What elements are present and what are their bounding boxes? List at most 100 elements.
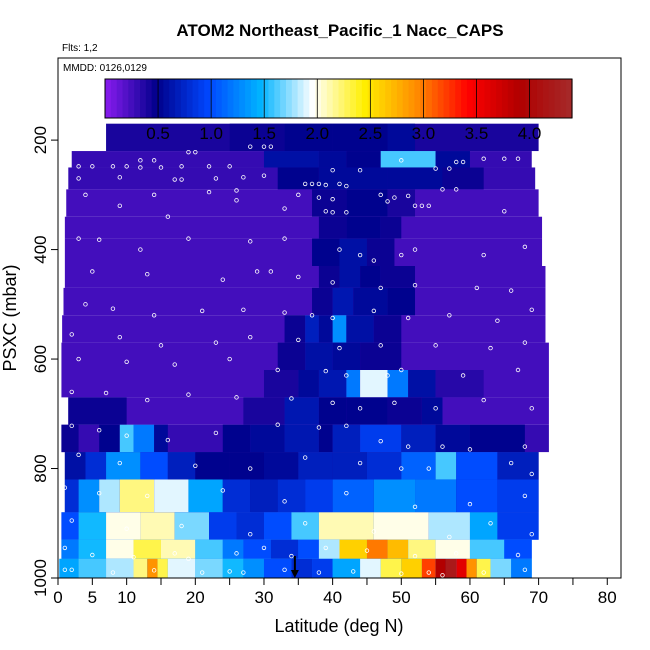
colorbar-swatch	[320, 79, 328, 118]
heatmap-cell-12-1	[99, 424, 120, 453]
sample-point	[220, 277, 225, 282]
y-tick-label: 1000	[31, 559, 50, 597]
colorbar-swatch	[134, 79, 141, 118]
heatmap-cell-17-3	[133, 558, 148, 578]
heatmap-cell-9-2	[332, 342, 361, 370]
heatmap-cell-1-1	[318, 151, 347, 168]
sample-point	[399, 252, 404, 258]
colorbar-swatch	[116, 79, 124, 118]
heatmap-cell-17-21	[466, 558, 477, 578]
chart-title: ATOM2 Northeast_Pacific_1 Nacc_CAPS	[176, 21, 503, 40]
colorbar-swatch	[128, 79, 135, 118]
sample-point	[344, 490, 349, 496]
colorbar-swatch	[291, 79, 299, 118]
sample-point	[96, 237, 102, 242]
heatmap-cell-13-6	[229, 452, 264, 480]
sample-point	[440, 187, 445, 192]
heatmap-cell-13-7	[263, 452, 299, 480]
colorbar-swatch	[478, 79, 486, 118]
colorbar-swatch	[332, 79, 340, 118]
sample-point	[234, 188, 239, 193]
sample-point	[193, 149, 198, 155]
sample-point	[199, 570, 205, 575]
sample-point	[467, 447, 473, 452]
sample-point	[454, 187, 459, 192]
heatmap-cell-3-2	[387, 189, 416, 217]
heatmap-cell-10-6	[408, 370, 436, 398]
x-tick-label: 10	[117, 588, 136, 607]
heatmap-cell-17-16	[401, 558, 422, 578]
sample-point	[481, 156, 486, 161]
heatmap-cell-6-0	[318, 266, 340, 288]
sample-point	[76, 164, 81, 169]
heatmap-cell-13-13	[456, 452, 498, 480]
colorbar-swatch	[513, 79, 521, 118]
heatmap-cell-15-2	[106, 512, 141, 540]
colorbar-swatch	[180, 79, 188, 118]
colorbar-swatch	[157, 79, 164, 118]
heatmap-cell-4-1	[346, 216, 381, 239]
sample-point	[69, 518, 74, 523]
heatmap-cell-10-5	[387, 370, 409, 398]
sample-point	[138, 165, 143, 170]
sample-point	[309, 313, 315, 318]
sample-point	[302, 521, 308, 526]
colorbar-swatch	[175, 79, 182, 118]
sample-point	[385, 199, 390, 204]
heatmap-cell-16-12	[366, 539, 388, 559]
sample-point	[289, 396, 294, 401]
heatmap-cell-14-1	[78, 479, 100, 513]
colorbar-swatch	[385, 79, 392, 118]
mmdd-annotation: MMDD: 0126,0129	[63, 63, 147, 74]
heatmap-cell-11-3	[318, 397, 347, 425]
heatmap-cell-16-17	[504, 539, 532, 559]
heatmap-cell-16-14	[408, 539, 436, 559]
heatmap-cell-15-13	[497, 512, 539, 540]
colorbar-swatch	[169, 79, 176, 118]
plot-frame	[57, 57, 622, 579]
sample-point	[344, 373, 349, 378]
heatmap-cell-7-1	[332, 287, 354, 316]
sample-point	[296, 192, 301, 198]
sample-point	[131, 555, 136, 560]
heatmap-cell-17-22	[476, 558, 491, 578]
sample-point	[330, 400, 335, 406]
sample-point	[145, 272, 150, 277]
sample-point	[268, 144, 274, 149]
sample-point	[90, 164, 95, 169]
colorbar-swatch	[490, 79, 497, 118]
colorbar-swatch	[105, 79, 112, 118]
sample-point	[138, 158, 143, 163]
sample-point	[364, 548, 370, 553]
colorbar-swatch	[145, 79, 153, 118]
sample-point	[165, 437, 171, 443]
sample-point	[454, 159, 459, 165]
heatmap-cell-12-3	[133, 424, 155, 453]
colorbar-swatch	[268, 79, 275, 118]
colorbar-swatch	[402, 79, 410, 118]
sample-point	[529, 406, 534, 411]
sample-point	[433, 343, 438, 348]
colorbar-swatch	[151, 79, 159, 118]
heatmap-cell-15-6	[236, 512, 264, 540]
heatmap-cell-4-2	[380, 216, 402, 239]
heatmap-cell-12-11	[401, 424, 436, 453]
sample-point	[275, 422, 280, 427]
colorbar-swatch	[280, 79, 287, 118]
heatmap-cell-13-9	[332, 452, 367, 480]
sample-point	[412, 247, 418, 252]
y-tick-label: 400	[31, 235, 50, 263]
colorbar-swatch	[356, 79, 363, 118]
colorbar-swatch	[437, 79, 445, 118]
colorbar-swatch	[285, 79, 293, 118]
colorbar-swatch	[344, 79, 351, 118]
sample-point	[268, 269, 274, 274]
heatmap-cell-11-1	[243, 397, 285, 425]
sample-point	[124, 526, 129, 531]
heatmap-cell-15-11	[428, 512, 470, 540]
heatmap-cell-17-6	[167, 558, 196, 578]
sample-point	[302, 455, 308, 460]
sample-point	[248, 532, 253, 537]
sample-point	[330, 280, 335, 285]
